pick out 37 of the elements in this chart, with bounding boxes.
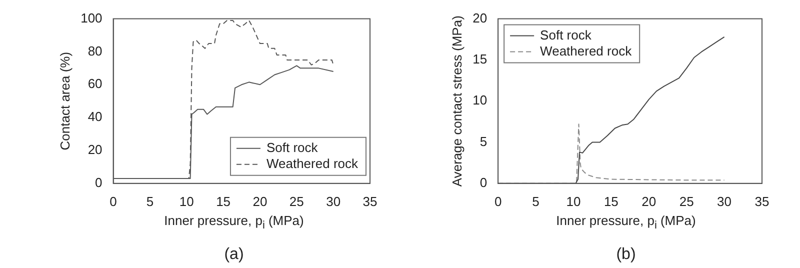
x-tick-label: 20 [642, 194, 656, 209]
y-axis-title: Average contact stress (MPa) [449, 16, 464, 187]
x-tick-label: 10 [566, 194, 581, 209]
x-tick-label: 30 [326, 194, 341, 209]
legend-label: Soft rock [540, 27, 592, 42]
y-tick-label: 80 [88, 43, 102, 58]
x-tick-label: 0 [110, 194, 117, 209]
x-tick-label: 5 [146, 194, 154, 209]
y-tick-label: 20 [88, 142, 102, 158]
y-tick-label: 40 [88, 109, 102, 124]
y-tick-label: 0 [95, 174, 102, 190]
x-tick-label: 15 [604, 194, 618, 209]
x-tick-label: 15 [216, 194, 231, 209]
y-tick-label: 10 [472, 92, 488, 108]
y-tick-label: 20 [472, 10, 488, 26]
x-tick-label: 35 [362, 194, 378, 209]
x-tick-label: 35 [754, 194, 770, 209]
legend-label: Weathered rock [266, 156, 358, 171]
text: (b) [616, 246, 636, 264]
y-tick-label: 60 [88, 76, 102, 92]
x-tick-label: 10 [179, 194, 194, 209]
y-tick-label: 100 [80, 10, 102, 26]
y-tick-label: 5 [480, 134, 488, 149]
x-tick-label: 5 [532, 194, 540, 209]
x-tick-label: 30 [717, 194, 732, 209]
x-tick-label: 25 [289, 194, 304, 209]
x-axis-title: Inner pressure, p$_{i}$ (MPa) [164, 213, 304, 232]
x-tick-label: 20 [252, 194, 268, 209]
legend-label: Weathered rock [540, 43, 632, 58]
x-tick-label: 0 [494, 194, 502, 209]
legend-label: Soft rock [266, 140, 318, 155]
y-axis-title: Contact area (%) [57, 52, 72, 150]
x-axis-title: Inner pressure, p$_{i}$ (MPa) [556, 213, 696, 232]
x-tick-label: 25 [679, 194, 694, 209]
text: (a) [224, 246, 244, 264]
y-tick-label: 15 [472, 52, 488, 67]
y-tick-label: 0 [480, 174, 488, 190]
